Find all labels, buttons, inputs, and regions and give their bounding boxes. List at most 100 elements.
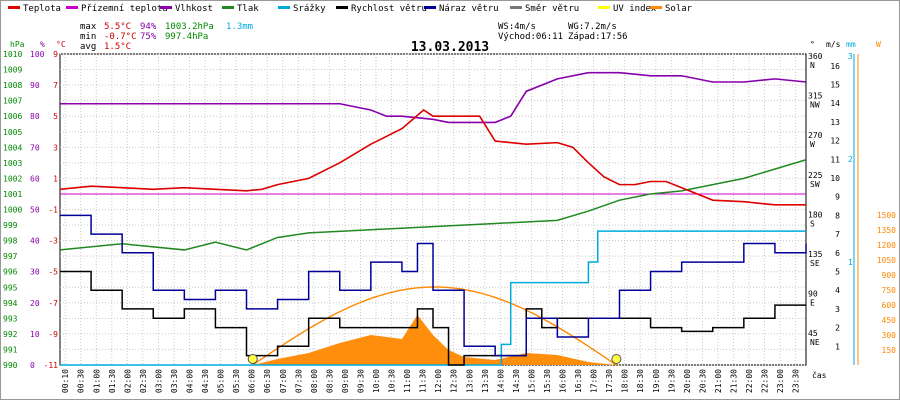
tick-time: 18:00	[621, 369, 630, 393]
tick-hpa: 990	[3, 361, 18, 370]
tick-dir: 45	[808, 329, 818, 338]
tick-temp: 7	[53, 81, 58, 90]
tick-ms: 16	[830, 62, 840, 71]
legend-swatch	[8, 6, 20, 9]
tick-hpa: 1006	[3, 112, 22, 121]
solar-curve	[252, 286, 617, 366]
tick-time: 00:30	[77, 369, 86, 393]
tick-pct: 60	[30, 174, 40, 183]
tick-time: 09:30	[356, 369, 365, 393]
tick-dir-label: S	[810, 219, 815, 228]
tick-time: 00:10	[61, 369, 70, 393]
tick-hpa: 999	[3, 221, 18, 230]
stat-avg-label: avg	[80, 42, 96, 52]
tick-hpa: 993	[3, 314, 18, 323]
tick-hpa: 1000	[3, 206, 22, 215]
legend-label: Teplota	[23, 4, 61, 14]
series-line-teplota	[59, 108, 806, 206]
tick-time: 06:00	[248, 369, 257, 393]
tick-hpa: 1007	[3, 97, 22, 106]
tick-time: 07:00	[279, 369, 288, 393]
stat-max-label: max	[80, 22, 97, 32]
stat-max-hum: 94%	[140, 22, 157, 32]
tick-temp: -9	[48, 330, 58, 339]
legend-label: UV index	[613, 4, 657, 14]
tick-hpa: 1005	[3, 128, 22, 137]
stat-min-press: 997.4hPa	[165, 32, 208, 42]
tick-temp: 9	[53, 50, 58, 59]
tick-time: 22:30	[761, 369, 770, 393]
tick-time: 06:30	[263, 369, 272, 393]
tick-time: 23:00	[776, 369, 785, 393]
tick-dir-label: E	[810, 299, 815, 308]
legend-swatch	[222, 6, 234, 9]
sunset-marker	[611, 354, 622, 364]
tick-temp: -1	[48, 206, 58, 215]
tick-temp: -5	[48, 268, 58, 277]
tick-ms: 6	[835, 249, 840, 258]
tick-ms: 5	[835, 268, 840, 277]
legend: Teplota Přízemní teplota Vlhkost Tlak Srážky…	[8, 4, 693, 14]
tick-temp: -11	[44, 361, 59, 370]
tick-w: 900	[882, 271, 897, 280]
tick-pct: 0	[30, 361, 35, 370]
tick-temp: 1	[53, 174, 58, 183]
tick-time: 01:00	[92, 369, 101, 393]
legend-label: Vlhkost	[175, 4, 213, 14]
tick-hpa: 994	[3, 299, 18, 308]
tick-pct: 70	[30, 143, 40, 152]
tick-pct: 30	[30, 268, 40, 277]
sunrise-info: Východ:06:11	[498, 32, 563, 42]
tick-time: 01:30	[108, 369, 117, 393]
axis-title-pct: %	[40, 40, 45, 49]
tick-time: 04:00	[186, 369, 195, 393]
tick-time: 23:30	[792, 369, 801, 393]
tick-hpa: 991	[3, 345, 18, 354]
tick-time: 11:00	[403, 369, 412, 393]
tick-hpa: 992	[3, 330, 18, 339]
tick-pct: 90	[30, 81, 40, 90]
stat-max-rain: 1.3mm	[226, 22, 253, 32]
tick-ms: 10	[830, 174, 840, 183]
tick-pct: 10	[30, 330, 40, 339]
tick-time: 19:30	[667, 369, 676, 393]
stat-max-temp: 5.5°C	[104, 22, 131, 32]
tick-time: 14:30	[512, 369, 521, 393]
tick-w: 300	[882, 331, 897, 340]
tick-hpa: 1004	[3, 143, 22, 152]
legend-swatch	[66, 6, 78, 9]
axis-title-dir: °	[810, 40, 815, 49]
legend-label: Srážky	[293, 4, 326, 14]
tick-time: 11:30	[419, 369, 428, 393]
tick-hpa: 996	[3, 268, 18, 277]
tick-time: 12:30	[450, 369, 459, 393]
tick-dir: 270	[808, 131, 823, 140]
tick-temp: 5	[53, 112, 58, 121]
tick-hpa: 1010	[3, 50, 22, 59]
tick-dir-label: N	[810, 61, 815, 70]
tick-pct: 20	[30, 299, 40, 308]
axis-title-w: W	[876, 40, 881, 49]
tick-ms: 1	[835, 342, 840, 351]
tick-w: 450	[882, 316, 897, 325]
series-lines	[59, 71, 807, 366]
tick-dir-label: NE	[810, 338, 820, 347]
tick-time: 02:00	[123, 369, 132, 393]
tick-time: 17:00	[590, 369, 599, 393]
series-line-tlak	[59, 159, 807, 251]
tick-mm: 2	[848, 155, 853, 164]
tick-hpa: 995	[3, 283, 18, 292]
legend-label: Tlak	[237, 4, 259, 14]
tick-dir: 360	[808, 52, 823, 61]
tick-time: 15:00	[527, 369, 536, 393]
tick-time: 07:30	[294, 369, 303, 393]
tick-time: 02:30	[139, 369, 148, 393]
legend-label: Rychlost větru	[351, 4, 427, 14]
legend-swatch	[336, 6, 348, 9]
tick-dir: 315	[808, 92, 823, 101]
legend-label: Solar	[665, 4, 693, 14]
tick-dir-label: SW	[810, 180, 820, 189]
legend-swatch	[650, 6, 662, 9]
tick-time: 16:30	[574, 369, 583, 393]
